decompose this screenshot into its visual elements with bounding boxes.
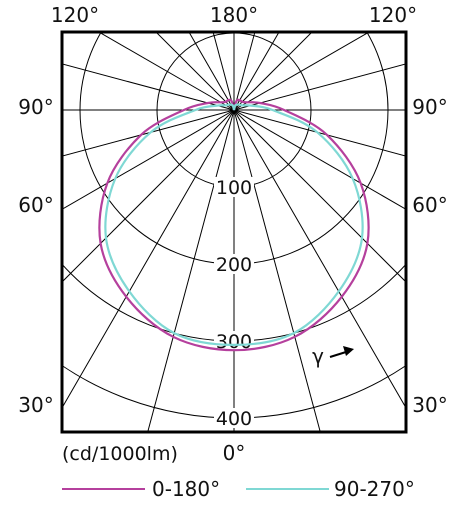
grid-spoke-150: [233, 32, 280, 111]
legend-label-0-180: 0-180°: [152, 477, 220, 501]
grid-circle-300: [62, 263, 406, 342]
angle-label-120-left: 120°: [51, 3, 99, 27]
grid-spoke-45: [233, 109, 406, 283]
radial-tick-label-200: 200: [216, 254, 252, 276]
grid-spoke-neg105: [62, 63, 235, 111]
radial-tick-label-100: 100: [216, 177, 252, 199]
grid-spoke-60: [233, 109, 406, 210]
angle-label-90-right: 90°: [412, 95, 447, 119]
grid-spoke-neg30: [62, 109, 235, 409]
grid-circle-400: [62, 364, 406, 419]
gamma-label: γ: [312, 344, 324, 368]
grid-spoke-neg60: [62, 109, 235, 210]
angle-label-0: 0°: [223, 441, 246, 465]
grid-spoke-105: [233, 63, 406, 111]
angle-label-30-right: 30°: [412, 393, 447, 417]
grid-spoke-neg135: [155, 32, 235, 111]
radial-tick-labels: 100 200 300 400: [214, 177, 254, 430]
angle-label-60-left: 60°: [18, 193, 53, 217]
legend: 0-180° 90-270°: [62, 477, 415, 501]
grid-spoke-135: [233, 32, 313, 111]
angle-label-120-right: 120°: [369, 3, 417, 27]
radial-tick-label-400: 400: [216, 408, 252, 430]
grid-spoke-neg45: [62, 109, 235, 283]
curve-series-0: [98, 98, 370, 352]
grid-spoke-165: [233, 32, 256, 111]
grid-spoke-120: [233, 32, 371, 111]
grid-spoke-neg75: [62, 109, 235, 157]
radial-label-bg-100: [214, 177, 254, 197]
radial-label-bg-400: [214, 408, 254, 428]
radial-label-bg-200: [214, 254, 254, 274]
angle-label-30-left: 30°: [18, 393, 53, 417]
grid-spoke-30: [233, 109, 406, 409]
legend-label-90-270: 90-270°: [334, 477, 415, 501]
angle-label-60-right: 60°: [412, 193, 447, 217]
angle-label-180: 180°: [210, 3, 258, 27]
grid-spoke-neg150: [188, 32, 235, 111]
plot-frame: [60, 30, 408, 434]
intensity-curves: [98, 98, 370, 352]
grid-spoke-neg15: [147, 109, 235, 432]
grid-spoke-neg120: [97, 32, 235, 111]
radial-tick-label-300: 300: [216, 331, 252, 353]
angle-label-90-left: 90°: [18, 95, 53, 119]
grid-spoke-75: [233, 109, 406, 157]
gamma-arrow: [329, 346, 354, 358]
radial-label-bg-300: [214, 331, 254, 351]
grid-spoke-neg165: [212, 32, 235, 111]
unit-label: (cd/1000lm): [62, 443, 178, 465]
curve-series-1: [104, 103, 364, 347]
grid-spoke-15: [233, 109, 321, 432]
